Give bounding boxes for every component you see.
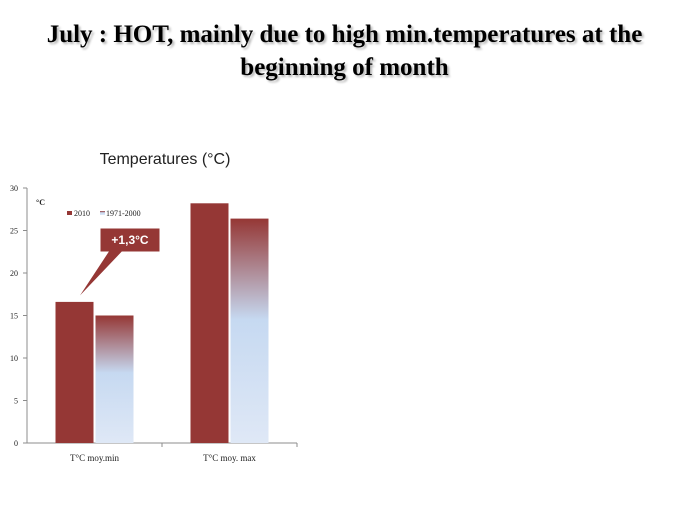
legend-label-1971-2000: 1971-2000 <box>106 209 141 218</box>
y-unit-label: °C <box>36 198 45 207</box>
y-tick-label: 5 <box>14 397 18 406</box>
y-tick-label: 25 <box>10 227 18 236</box>
bar-series-2010 <box>190 203 229 443</box>
slide-title-line-2: beginning of month <box>240 54 449 81</box>
chart-legend: 2010 1971-2000 <box>67 209 141 218</box>
legend-label-2010: 2010 <box>74 209 90 218</box>
x-category-label: T°C moy. max <box>203 453 256 463</box>
y-tick-label: 0 <box>14 439 18 448</box>
legend-swatch-2010 <box>67 211 72 215</box>
legend-swatch-1971-2000 <box>100 211 105 215</box>
chart-bars <box>55 203 269 443</box>
bar-series-1971-2000 <box>230 218 269 443</box>
y-tick-label: 15 <box>10 312 18 321</box>
y-tick-label: 20 <box>10 269 18 278</box>
y-tick-label: 30 <box>10 184 18 193</box>
x-category-label: T°C moy.min <box>70 453 120 463</box>
callout-shape <box>76 227 161 301</box>
slide-title: July : HOT, mainly due to high min.tempe… <box>0 18 689 84</box>
bar-series-2010 <box>55 301 94 443</box>
chart-title: Temperatures (°C) <box>100 151 231 168</box>
callout-text: +1,3°C <box>111 233 148 247</box>
y-tick-label: 10 <box>10 354 18 363</box>
slide-title-line-1: July : HOT, mainly due to high min.tempe… <box>46 21 643 48</box>
bar-series-1971-2000 <box>95 315 134 443</box>
difference-callout: +1,3°C <box>76 227 161 301</box>
